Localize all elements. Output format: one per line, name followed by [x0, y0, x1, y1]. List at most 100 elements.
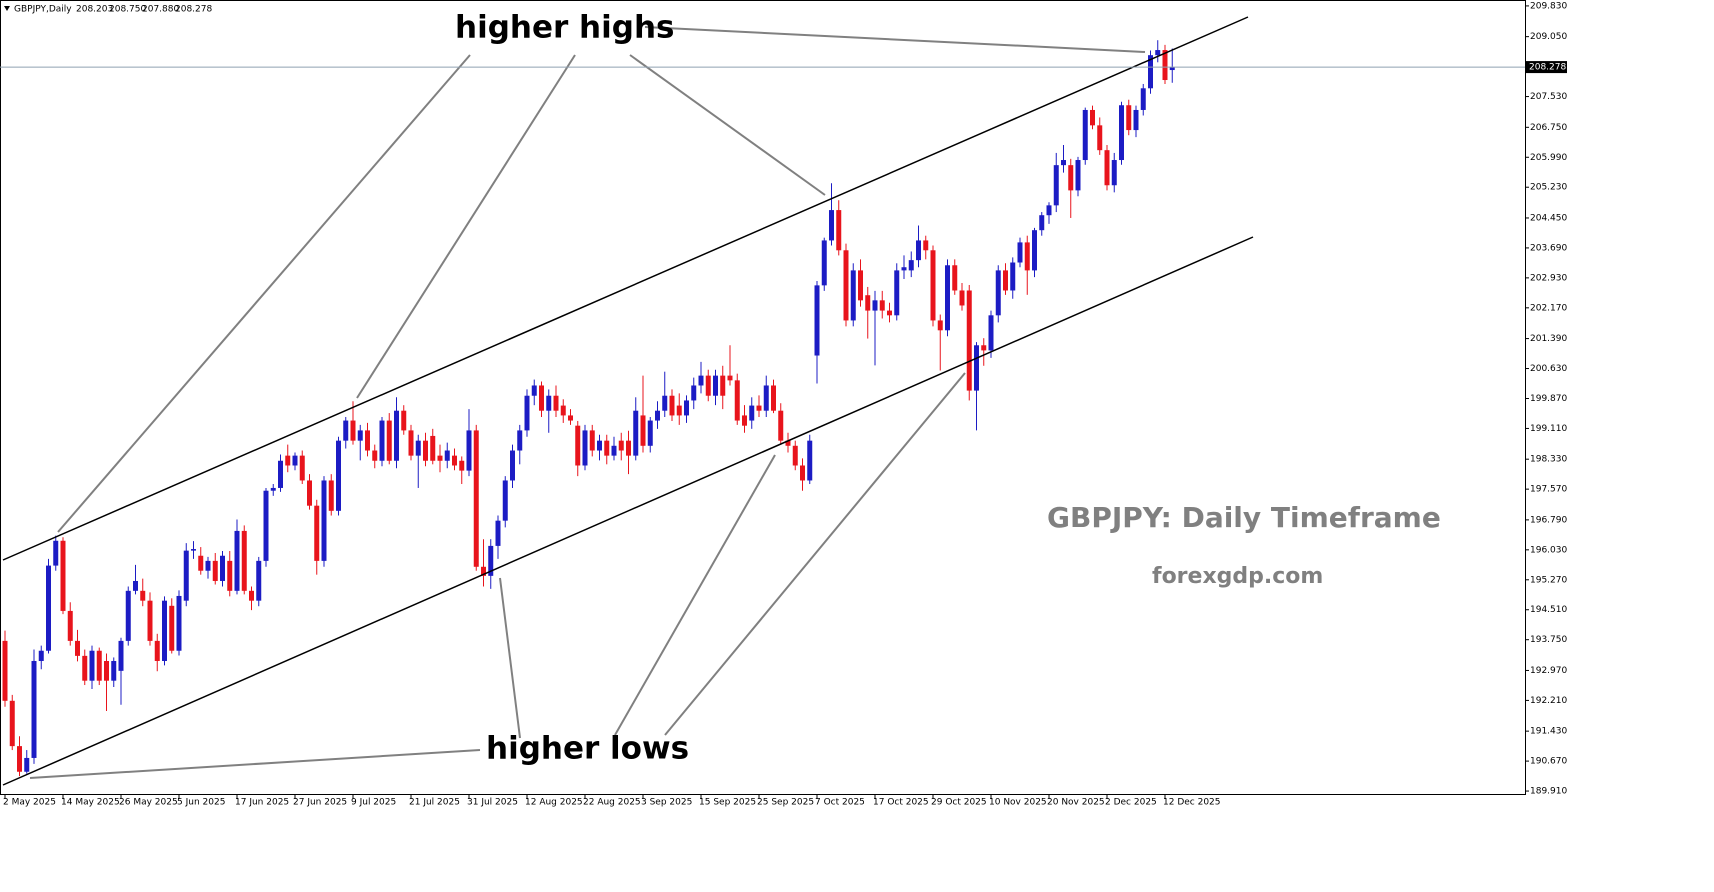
candle-body [67, 610, 73, 641]
candle-body [829, 210, 834, 241]
x-tick-label: 3 Sep 2025 [641, 798, 692, 808]
candle-body [916, 240, 921, 261]
candle-body [1162, 50, 1168, 81]
candle-body [336, 440, 341, 511]
ohlc-high: 208.750 [109, 5, 146, 15]
candle-body [872, 300, 878, 311]
candle-body [814, 285, 820, 356]
candle-body [930, 250, 936, 321]
candle-body [466, 430, 472, 471]
candle-body [727, 375, 733, 381]
candle-body [1155, 50, 1161, 56]
candle-body [517, 430, 523, 451]
candle-body [415, 440, 421, 456]
x-tick-label: 17 Oct 2025 [873, 798, 929, 808]
candle-body [821, 240, 827, 286]
y-tick-label: 202.930 [1530, 273, 1567, 283]
candle-body [473, 430, 479, 567]
candle-body [24, 757, 30, 772]
candle-body [539, 385, 544, 411]
candle-body [299, 455, 305, 481]
candle-body [118, 640, 124, 671]
candle-body [9, 700, 15, 747]
candle-body [444, 450, 450, 461]
candle-body [633, 410, 639, 456]
candle-body [270, 487, 276, 491]
candle-body [314, 505, 320, 561]
y-tick-label: 199.870 [1530, 394, 1567, 404]
y-tick-label: 205.230 [1530, 183, 1567, 193]
candle-body [89, 650, 95, 681]
candle-body [742, 415, 747, 426]
candle-body [220, 555, 225, 581]
y-tick-label: 207.530 [1530, 92, 1567, 102]
y-tick-label: 196.790 [1530, 515, 1567, 525]
candle-body [1169, 67, 1175, 71]
candle-body [278, 460, 283, 488]
candle-body [408, 430, 414, 456]
candle-body [1039, 215, 1045, 231]
candle-body [1017, 242, 1023, 263]
candle-body [771, 385, 776, 411]
y-tick-label: 192.970 [1530, 666, 1567, 676]
candle-body [46, 565, 51, 651]
candle-body [176, 595, 182, 651]
candle-body [1111, 160, 1117, 186]
candle-body [836, 210, 842, 251]
candles-layer [2, 40, 1175, 777]
y-tick-label: 196.030 [1530, 545, 1567, 555]
candle-body [734, 380, 740, 421]
x-tick-label: 12 Dec 2025 [1163, 798, 1221, 808]
candle-body [1148, 55, 1153, 89]
candle-body [256, 560, 262, 601]
candle-body [53, 540, 59, 566]
pointer [29, 749, 481, 779]
candle-body [691, 385, 697, 401]
candle-body [763, 385, 769, 411]
candle-body [640, 415, 646, 446]
candle-body [676, 405, 682, 416]
candle-body [1003, 270, 1008, 291]
candle-body [720, 375, 726, 396]
candle-body [205, 560, 211, 571]
candle-body [988, 315, 994, 351]
candle-body [778, 410, 784, 441]
candle-body [626, 440, 631, 456]
candle-body [510, 450, 515, 481]
candle-body [1126, 105, 1132, 131]
y-tick-label: 200.630 [1530, 364, 1567, 374]
candle-body [60, 540, 66, 611]
candle-body [618, 440, 624, 451]
symbol-label: GBPJPY,Daily [14, 5, 72, 15]
candle-body [169, 605, 175, 651]
candle-body [785, 440, 791, 446]
candle-body [843, 250, 849, 321]
x-tick-label: 9 Jul 2025 [351, 798, 396, 808]
pointer [629, 54, 826, 196]
candle-body [488, 545, 494, 576]
y-tick-label: 191.430 [1530, 727, 1567, 737]
candle-body [662, 395, 668, 411]
candle-body [343, 420, 349, 441]
candle-body [894, 270, 900, 316]
candle-body [1053, 165, 1059, 206]
candle-body [1068, 165, 1074, 191]
candle-body [481, 566, 486, 576]
candle-body [1082, 109, 1088, 161]
candle-body [423, 440, 428, 461]
candle-body [133, 580, 138, 591]
plot-frame [0, 0, 1526, 795]
candle-body [386, 420, 392, 461]
candle-body [959, 290, 965, 306]
x-tick-label: 25 Sep 2025 [757, 798, 814, 808]
website: forexgdp.com [1152, 564, 1323, 589]
upper-channel-line [2, 16, 1249, 561]
candle-body [234, 530, 240, 591]
channel [2, 16, 1254, 786]
x-tick-label: 22 Aug 2025 [583, 798, 641, 808]
candle-body [437, 455, 443, 461]
candle-body [800, 465, 805, 481]
y-tick-label: 203.690 [1530, 243, 1567, 253]
x-tick-label: 14 May 2025 [61, 798, 120, 808]
candle-body [183, 550, 189, 601]
